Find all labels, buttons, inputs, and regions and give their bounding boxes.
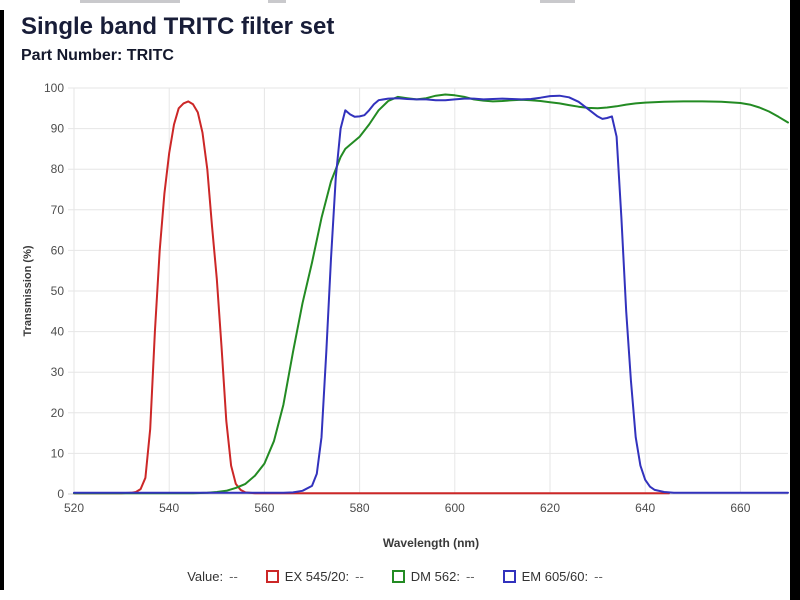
y-tick-label: 40 (51, 325, 65, 339)
legend-item-label: DM 562: (410, 568, 460, 584)
window-edge-right (790, 0, 800, 600)
legend-item-value: -- (594, 568, 603, 584)
y-tick-label: 60 (51, 243, 65, 257)
series-line-dm-562[interactable] (73, 93, 789, 495)
legend-item-em-605-60[interactable]: EM 605/60: -- (502, 568, 603, 584)
legend-item-ex-545-20[interactable]: EX 545/20: -- (265, 568, 364, 584)
legend-marker-ex-icon (265, 569, 279, 583)
x-tick-label: 620 (540, 501, 560, 515)
x-tick-label: 540 (159, 501, 179, 515)
y-tick-label: 100 (44, 81, 64, 95)
y-tick-label: 70 (51, 203, 65, 217)
x-tick-label: 560 (254, 501, 274, 515)
legend-item-label: EX 545/20: (284, 568, 350, 584)
x-tick-label: 640 (635, 501, 655, 515)
page-title: Single band TRITC filter set (21, 13, 335, 40)
window-edge-artifact (540, 0, 575, 3)
series-line-ex-545-20[interactable] (73, 100, 670, 495)
y-axis-label: Transmission (%) (22, 245, 34, 337)
legend-value-readout: Value: -- (187, 569, 238, 584)
x-tick-label: 580 (350, 501, 370, 515)
window-edge-artifact (268, 0, 286, 3)
y-tick-label: 10 (51, 446, 65, 460)
y-tick-label: 0 (57, 487, 64, 501)
chart-legend: Value: -- EX 545/20: -- DM 562: -- EM 60… (0, 565, 790, 587)
page-subtitle: Part Number: TRITC (21, 47, 174, 64)
x-tick-label: 600 (445, 501, 465, 515)
series-line-em-605-60[interactable] (73, 94, 789, 494)
legend-item-dm-562[interactable]: DM 562: -- (391, 568, 475, 584)
y-tick-label: 50 (51, 284, 65, 298)
legend-value-label: Value: (187, 568, 224, 584)
y-tick-label: 20 (51, 406, 65, 420)
y-tick-label: 90 (51, 122, 65, 136)
window-edge-artifact (80, 0, 180, 3)
legend-item-value: -- (465, 568, 475, 584)
legend-marker-em-icon (502, 569, 516, 583)
y-tick-label: 80 (51, 162, 65, 176)
legend-value-placeholder: -- (229, 568, 238, 584)
x-axis-label: Wavelength (nm) (382, 536, 480, 550)
y-tick-label: 30 (51, 365, 65, 379)
x-tick-label: 660 (730, 501, 750, 515)
x-tick-label: 520 (64, 501, 84, 515)
legend-item-label: EM 605/60: (521, 568, 589, 584)
window-edge-left (0, 10, 4, 590)
legend-item-value: -- (355, 568, 364, 584)
legend-marker-dm-icon (391, 569, 405, 583)
